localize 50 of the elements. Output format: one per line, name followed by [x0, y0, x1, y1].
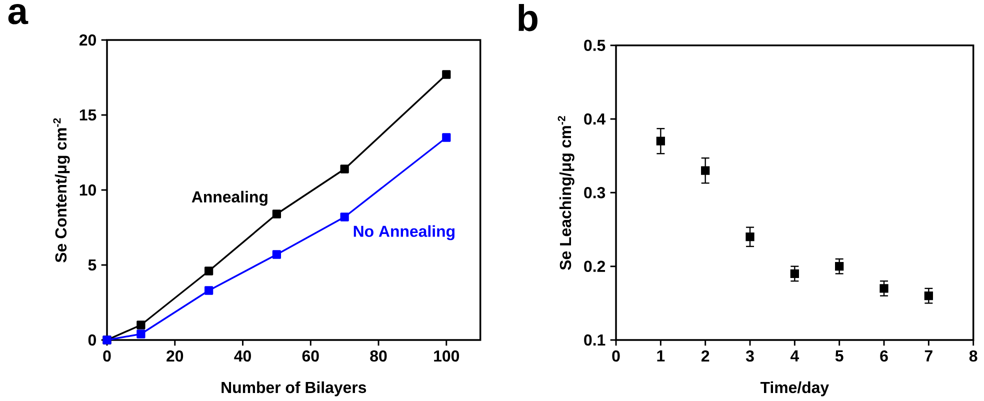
- point: [442, 133, 451, 142]
- y-tick-label: 0: [88, 334, 96, 346]
- x-tick-label: 1: [657, 350, 665, 362]
- point: [442, 70, 451, 79]
- point: [790, 269, 799, 278]
- point: [204, 266, 214, 276]
- chart-title: a: [8, 4, 28, 24]
- x-axis-title: Number of Bilayers: [222, 381, 366, 396]
- x-tick-label: 2: [701, 350, 710, 362]
- x-tick-label: 0: [103, 350, 111, 362]
- y-tick-label: 0.5: [584, 40, 606, 51]
- point: [340, 212, 349, 222]
- point: [204, 286, 214, 295]
- x-tick-label: 3: [746, 350, 754, 362]
- point: [656, 136, 665, 146]
- x-tick-label: 4: [790, 350, 800, 362]
- y-tick-label: 20: [79, 34, 96, 46]
- y-tick-label: 15: [80, 109, 96, 121]
- y-tick-label: 0.3: [584, 187, 606, 198]
- point: [272, 210, 282, 218]
- chart-title: b: [518, 4, 538, 32]
- y-tick-label: 0.2: [584, 260, 606, 272]
- x-tick-label: 60: [302, 350, 319, 362]
- x-tick-label: 8: [969, 350, 978, 362]
- x-tick-label: 6: [880, 350, 888, 362]
- y-axis-title: Se Leaching/μg cm$^{-2}$: [558, 116, 574, 270]
- y-tick-label: 0.4: [584, 113, 606, 125]
- point: [924, 291, 933, 300]
- point: [701, 166, 710, 175]
- point: [880, 284, 888, 293]
- x-tick-label: 80: [370, 350, 387, 362]
- x-tick-label: 0: [612, 350, 620, 362]
- point: [835, 262, 844, 271]
- point: [272, 250, 282, 259]
- point: [746, 232, 754, 242]
- series-label: No Annealing: [354, 225, 454, 240]
- point: [340, 164, 349, 174]
- y-axis-title: Se Content/μg cm$^{-2}$: [53, 118, 70, 262]
- x-tick-label: 20: [166, 350, 184, 362]
- x-tick-label: 100: [434, 350, 460, 362]
- y-tick-label: 0.1: [584, 334, 606, 346]
- point: [136, 320, 146, 330]
- x-tick-label: 7: [924, 350, 932, 362]
- x-tick-label: 40: [234, 350, 251, 362]
- x-tick-label: 5: [835, 350, 844, 362]
- y-tick-label: 5: [88, 259, 96, 271]
- x-axis-title: Time/day: [760, 381, 829, 396]
- series-label: Annealing: [192, 190, 268, 206]
- y-tick-label: 10: [80, 184, 96, 196]
- point: [136, 330, 146, 338]
